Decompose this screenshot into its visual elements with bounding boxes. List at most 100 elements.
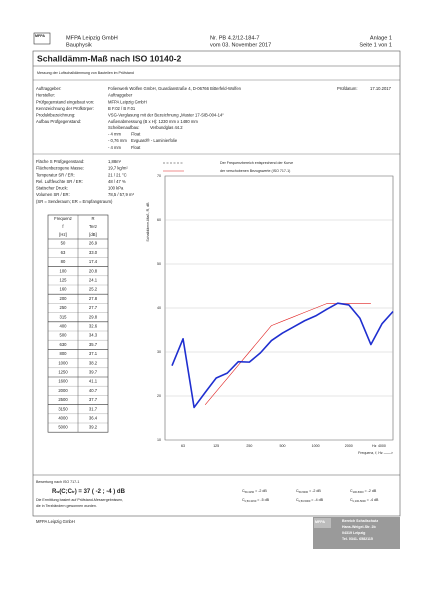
table-cell: 4000 [58, 416, 68, 421]
table-cell: 100 [60, 268, 68, 273]
rating-term: Ctr,100-5000= -4 dB [350, 498, 379, 503]
table-cell: 5000 [58, 425, 68, 430]
table-cell: 400 [60, 324, 68, 329]
report-no: Nr. PB 4.2/12-184-7 [210, 35, 259, 41]
term-value: = -2 dB [255, 489, 267, 493]
term-value: = -5 dB [257, 498, 269, 502]
term-value: = -4 dB [367, 498, 379, 502]
parameter-value: 48 / 47 % [108, 179, 126, 184]
table-cell: 38.2 [89, 360, 98, 365]
y-tick-label: 40 [157, 306, 161, 310]
table-cell: 800 [60, 351, 68, 356]
parameter-label: Statischer Druck: [36, 186, 68, 191]
rating-open-sub: tr [72, 490, 75, 494]
info-value: Außenabmessung (B x H): 1230 mm x 1480 m… [108, 119, 198, 124]
parameter-value: 1,88m² [108, 159, 122, 164]
table-cell: 24.1 [89, 278, 98, 283]
parameter-value: 100 kPa [108, 186, 124, 191]
frame [32, 50, 401, 517]
rating-term: C100-5000= -2 dB [350, 489, 377, 494]
x-unit: Hz [372, 444, 377, 448]
table-cell: 32.6 [89, 324, 98, 329]
term-value: = -2 dB [309, 489, 321, 493]
table-cell: 31.7 [89, 406, 98, 411]
table-cell: 500 [60, 333, 68, 338]
table-cell: 2000 [58, 388, 68, 393]
stamp-logo-box [314, 518, 331, 528]
x-tick-label: 1000 [312, 444, 320, 448]
y-tick-label: 10 [157, 438, 161, 442]
term-name: C [242, 489, 245, 493]
x-tick-label: 125 [213, 444, 219, 448]
footer-company: MFPA Leipzig GmbH [36, 519, 75, 524]
y-tick-label: 30 [157, 350, 161, 354]
parameter-label: Flächenbezogene Masse: [36, 166, 84, 171]
parameter-label: Fläche S Prüfgegenstand: [36, 159, 84, 164]
rating: Rw(C;Ctr) = 37 ( -2 ; -4 ) dB [52, 489, 126, 495]
test-date-label: Prüfdatum: [337, 86, 357, 91]
info-label: Produktbezeichnung: [36, 113, 75, 118]
table-header: f [62, 224, 64, 229]
table-cell: 250 [60, 305, 68, 310]
term-sub: tr,100-5000 [353, 499, 367, 503]
page-no: Seite 1 von 1 [359, 42, 392, 48]
table-cell: 315 [60, 314, 68, 319]
term-sub: 50-3150 [245, 490, 255, 494]
table-cell: 41.1 [89, 379, 98, 384]
title: Schalldämm-Maß nach ISO 10140-2 [37, 53, 181, 63]
table-cell: 3150 [58, 406, 68, 411]
layer-thickness: - 4 mm [108, 132, 122, 137]
table-cell: 80 [61, 259, 66, 264]
info-value: Auftraggeber [108, 93, 133, 98]
parameter-value: 21 / 21 °C [108, 172, 127, 177]
parameter-label: Rel. Luftfeuchte SR / ER: [36, 179, 83, 184]
info-label: Hersteller: [36, 93, 55, 98]
table-cell: 17.4 [89, 259, 98, 264]
build-up: Verbundglas 44.2 [150, 125, 183, 130]
table-cell: 2500 [58, 397, 68, 402]
table-cell: 27.8 [89, 296, 98, 301]
subtitle: Messung der Luftschalldämmung von Bautei… [37, 71, 134, 75]
legend-text: Der Frequenzbereich entsprechend der Kur… [220, 161, 293, 165]
term-name: C [296, 489, 299, 493]
rating-heading: Bewertung nach ISO 717-1 [36, 480, 79, 484]
rating-symbol: R [52, 489, 57, 495]
table-cell: 1600 [58, 379, 68, 384]
term-sub: 50-5000 [299, 490, 309, 494]
y-axis-label: Schalldämm-Maß, R, dB [146, 202, 150, 242]
table-cell: 40.7 [89, 388, 98, 393]
table-cell: 1000 [58, 360, 68, 365]
table-header: R [91, 216, 94, 221]
stamp-text: Tel. 0341- 6582115 [342, 537, 373, 541]
info-label: Auftraggeber: [36, 86, 61, 91]
rating-open: (C;C [59, 489, 72, 495]
table-cell: 33.0 [89, 250, 98, 255]
info-label: Prüfgegenstand eingebaut von: [36, 99, 94, 104]
term-name: C [242, 498, 245, 502]
term-name: C [296, 498, 299, 502]
table-header: [dB] [89, 232, 96, 237]
layer-material: Float [131, 132, 141, 137]
table-cell: 29.8 [89, 314, 98, 319]
rating-term: Ctr,50-3150= -5 dB [242, 498, 270, 503]
annex: Anlage 1 [370, 35, 392, 41]
department: Bauphysik [66, 42, 92, 48]
table-cell: 20.8 [89, 268, 98, 273]
term-name: C [350, 498, 353, 502]
logo-box [33, 32, 51, 45]
info-label: Kennzeichnung der Prüfkörper: [36, 106, 94, 111]
layer-thickness: - 4 mm [108, 145, 122, 150]
table-cell: 125 [60, 278, 68, 283]
info-value: VSG-Verglasung mit der Bezeichnung „Must… [108, 113, 224, 118]
x-tick-label: 2000 [345, 444, 353, 448]
rating-note: die in Terzbändern gewonnen wurden. [36, 504, 97, 508]
parameter-label: Temperatur SR / ER: [36, 172, 75, 177]
table-cell: 37.1 [89, 351, 98, 356]
term-value: = -4 dB [311, 498, 323, 502]
info-value: B F.02 / B F.01 [108, 106, 136, 111]
legend-text: der verschobenen Bezugswerte (ISO 717-1) [220, 169, 290, 173]
y-tick-label: 60 [157, 218, 161, 222]
table-cell: 34.3 [89, 333, 98, 338]
